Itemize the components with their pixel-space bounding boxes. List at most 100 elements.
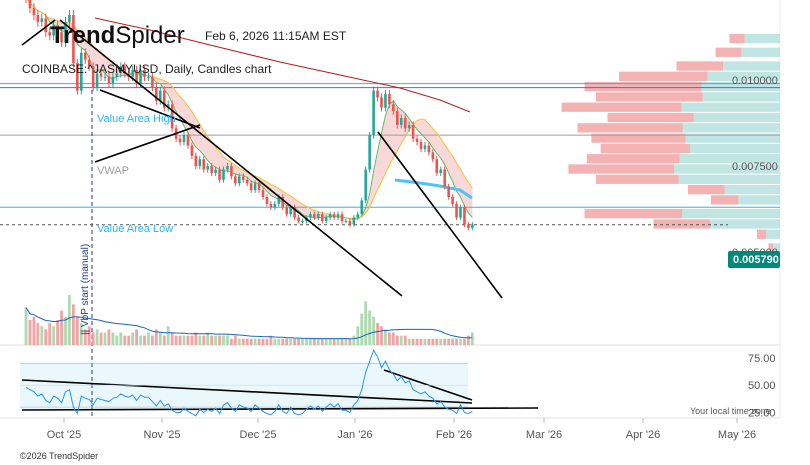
candle-body[interactable] — [336, 214, 340, 218]
candle-body[interactable] — [293, 207, 296, 218]
candle-body[interactable] — [340, 214, 344, 222]
candle-body[interactable] — [214, 169, 217, 173]
candle-body[interactable] — [56, 25, 59, 33]
candle-body[interactable] — [380, 97, 383, 108]
candle-body[interactable] — [83, 52, 87, 60]
candle-body[interactable] — [170, 104, 174, 129]
candle-body[interactable] — [324, 217, 328, 222]
candle-body[interactable] — [44, 18, 48, 33]
candle-body[interactable] — [159, 90, 162, 101]
candle-body[interactable] — [99, 73, 103, 77]
candle-body[interactable] — [360, 200, 364, 215]
candle-body[interactable] — [273, 203, 277, 208]
candle-body[interactable] — [388, 93, 391, 105]
candle-body[interactable] — [455, 203, 458, 218]
candle-body[interactable] — [151, 76, 154, 88]
candle-body[interactable] — [313, 214, 316, 218]
candle-body[interactable] — [368, 135, 371, 170]
trendline[interactable] — [99, 89, 201, 129]
candle-body[interactable] — [238, 176, 241, 184]
candle-body[interactable] — [210, 166, 213, 173]
candle-body[interactable] — [155, 87, 158, 101]
trendline[interactable] — [377, 131, 503, 299]
candle-body[interactable] — [392, 104, 395, 112]
candles[interactable] — [25, 0, 474, 231]
candle-body[interactable] — [202, 159, 206, 170]
candle-body[interactable] — [190, 145, 194, 156]
trendline[interactable] — [21, 407, 539, 411]
candle-body[interactable] — [28, 0, 32, 9]
candle-body[interactable] — [435, 159, 439, 173]
candle-body[interactable] — [431, 152, 435, 160]
candle-body[interactable] — [289, 207, 292, 215]
candle-body[interactable] — [281, 196, 285, 208]
candle-body[interactable] — [178, 138, 182, 143]
candle-body[interactable] — [356, 214, 360, 218]
candle-body[interactable] — [162, 90, 166, 108]
candle-body[interactable] — [309, 214, 312, 218]
candle-body[interactable] — [147, 76, 150, 78]
candle-body[interactable] — [230, 166, 233, 177]
candle-body[interactable] — [317, 214, 320, 218]
candle-body[interactable] — [111, 76, 115, 84]
candle-body[interactable] — [36, 15, 40, 22]
trendline[interactable] — [59, 19, 403, 297]
candle-body[interactable] — [186, 135, 190, 146]
candle-body[interactable] — [135, 69, 138, 84]
candle-body[interactable] — [87, 59, 91, 67]
candle-body[interactable] — [285, 207, 288, 215]
candle-body[interactable] — [91, 66, 95, 88]
candle-body[interactable] — [277, 196, 281, 204]
candle-body[interactable] — [332, 214, 336, 218]
candle-body[interactable] — [166, 104, 170, 108]
candle-body[interactable] — [60, 32, 63, 43]
candle-body[interactable] — [107, 76, 111, 84]
candle-body[interactable] — [40, 18, 44, 22]
candle-body[interactable] — [131, 69, 134, 77]
candle-body[interactable] — [467, 224, 470, 228]
candle-body[interactable] — [459, 207, 462, 218]
candle-body[interactable] — [48, 32, 51, 36]
candle-body[interactable] — [123, 66, 127, 74]
candle-body[interactable] — [352, 217, 356, 225]
candle-body[interactable] — [297, 217, 300, 222]
candle-body[interactable] — [95, 73, 99, 88]
candle-body[interactable] — [103, 76, 107, 78]
candle-body[interactable] — [143, 69, 146, 77]
candle-body[interactable] — [218, 169, 221, 180]
candle-body[interactable] — [403, 118, 407, 129]
candle-body[interactable] — [222, 169, 225, 180]
candle-body[interactable] — [415, 138, 419, 143]
candle-body[interactable] — [451, 196, 454, 204]
candle-body[interactable] — [427, 145, 431, 153]
candle-body[interactable] — [206, 166, 209, 170]
candle-body[interactable] — [344, 221, 348, 223]
candle-body[interactable] — [348, 221, 352, 225]
candle-body[interactable] — [447, 186, 450, 197]
candle-body[interactable] — [194, 155, 198, 167]
candle-body[interactable] — [226, 166, 229, 170]
candle-body[interactable] — [439, 169, 443, 173]
candle-body[interactable] — [301, 221, 304, 223]
candle-body[interactable] — [241, 176, 245, 180]
trendline[interactable] — [21, 379, 473, 404]
candle-body[interactable] — [471, 224, 474, 228]
candle-body[interactable] — [423, 145, 427, 149]
candle-body[interactable] — [269, 203, 273, 208]
candle-body[interactable] — [265, 196, 269, 204]
candle-body[interactable] — [463, 207, 466, 225]
candle-body[interactable] — [52, 25, 55, 36]
candle-body[interactable] — [198, 159, 202, 167]
candle-body[interactable] — [419, 142, 423, 149]
candle-body[interactable] — [320, 214, 324, 222]
candle-body[interactable] — [80, 52, 83, 91]
candle-body[interactable] — [72, 15, 75, 64]
candle-body[interactable] — [32, 8, 36, 15]
candle-body[interactable] — [182, 135, 186, 143]
candle-body[interactable] — [253, 183, 257, 191]
trendline[interactable] — [21, 19, 56, 46]
candle-body[interactable] — [245, 179, 249, 184]
trendline[interactable] — [94, 124, 201, 163]
candle-body[interactable] — [443, 169, 446, 187]
